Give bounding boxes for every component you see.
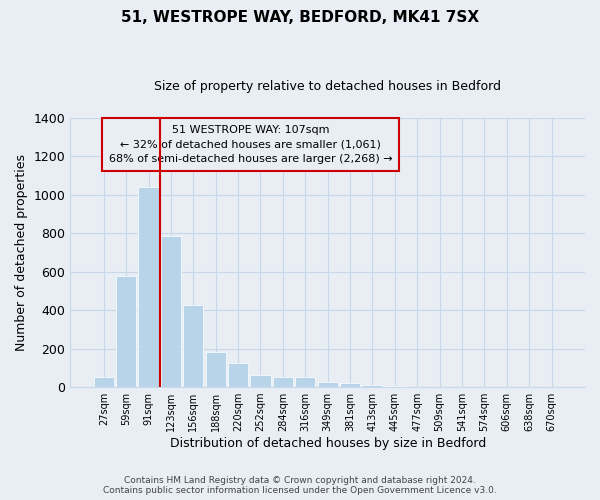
- Bar: [317, 382, 338, 387]
- Bar: [385, 386, 405, 387]
- Text: Contains HM Land Registry data © Crown copyright and database right 2024.
Contai: Contains HM Land Registry data © Crown c…: [103, 476, 497, 495]
- Text: 51, WESTROPE WAY, BEDFORD, MK41 7SX: 51, WESTROPE WAY, BEDFORD, MK41 7SX: [121, 10, 479, 25]
- Title: Size of property relative to detached houses in Bedford: Size of property relative to detached ho…: [154, 80, 501, 93]
- Bar: [250, 374, 271, 387]
- Bar: [340, 383, 360, 387]
- Y-axis label: Number of detached properties: Number of detached properties: [15, 154, 28, 351]
- Bar: [161, 236, 181, 387]
- Bar: [139, 187, 158, 387]
- Bar: [183, 306, 203, 387]
- X-axis label: Distribution of detached houses by size in Bedford: Distribution of detached houses by size …: [170, 437, 486, 450]
- Bar: [228, 363, 248, 387]
- Text: 51 WESTROPE WAY: 107sqm
← 32% of detached houses are smaller (1,061)
68% of semi: 51 WESTROPE WAY: 107sqm ← 32% of detache…: [109, 124, 392, 164]
- Bar: [273, 376, 293, 387]
- Bar: [295, 378, 316, 387]
- Bar: [362, 385, 382, 387]
- Bar: [94, 378, 114, 387]
- Bar: [116, 276, 136, 387]
- Bar: [206, 352, 226, 387]
